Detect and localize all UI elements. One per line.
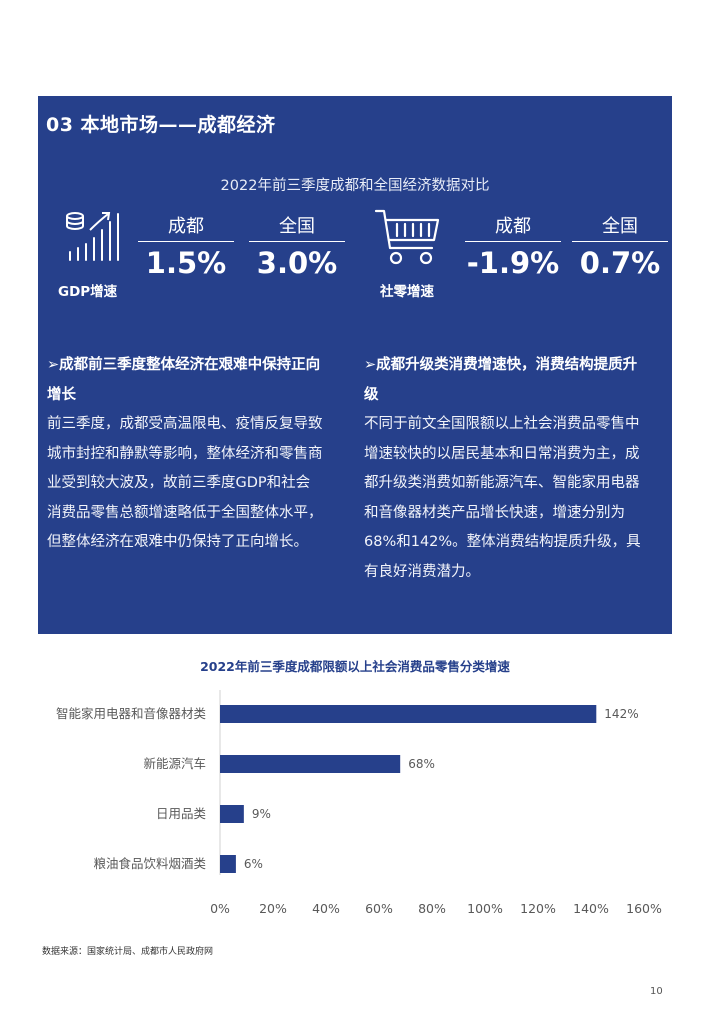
x-tick-label: 80% bbox=[418, 901, 446, 916]
left-body-line: 业受到较大波及，故前三季度GDP和社会 bbox=[47, 475, 311, 491]
left-body-line: 消费品零售总额增速略低于全国整体水平， bbox=[47, 504, 323, 521]
category-label: 智能家用电器和音像器材类 bbox=[56, 706, 207, 721]
x-tick-label: 20% bbox=[259, 901, 287, 916]
retail-nation-head: 全国 bbox=[572, 212, 668, 242]
x-tick-label: 120% bbox=[520, 901, 556, 916]
x-tick-label: 60% bbox=[365, 901, 393, 916]
data-label: 6% bbox=[244, 857, 263, 871]
x-tick-label: 0% bbox=[210, 901, 230, 916]
right-heading-line1: ➢成都升级类消费增速快，消费结构提质升 bbox=[364, 357, 638, 373]
right-heading-line2: 级 bbox=[364, 386, 379, 403]
bar bbox=[220, 705, 597, 723]
gdp-city-head: 成都 bbox=[138, 212, 234, 242]
page-number: 10 bbox=[650, 986, 663, 997]
bar bbox=[220, 755, 401, 773]
right-column: ➢成都升级类消费增速快，消费结构提质升 级 不同于前文全国限额以上社会消费品零售… bbox=[364, 351, 668, 587]
right-body-line: 增速较快的以居民基本和日常消费为主，成 bbox=[364, 445, 640, 462]
x-tick-label: 100% bbox=[467, 901, 503, 916]
category-label: 日用品类 bbox=[156, 806, 207, 821]
bar bbox=[220, 855, 236, 873]
right-body-line: 和音像器材类产品增长快速，增速分别为 bbox=[364, 504, 625, 521]
retail-nation-value: 0.7% bbox=[579, 246, 661, 280]
gdp-growth-icon bbox=[66, 212, 119, 261]
bar bbox=[220, 805, 244, 823]
right-body-line: 68%和142%。整体消费结构提质升级，具 bbox=[364, 534, 641, 550]
section-title: 03 本地市场——成都经济 bbox=[46, 114, 276, 136]
x-tick-label: 160% bbox=[626, 901, 662, 916]
category-label: 新能源汽车 bbox=[143, 756, 206, 771]
category-label: 粮油食品饮料烟酒类 bbox=[93, 856, 206, 871]
right-body-line: 都升级类消费如新能源汽车、智能家用电器 bbox=[364, 475, 640, 491]
x-tick-label: 140% bbox=[573, 901, 609, 916]
shopping-cart-icon bbox=[374, 209, 440, 265]
left-column: ➢成都前三季度整体经济在艰难中保持正向 增长 前三季度，成都受高温限电、疫情反复… bbox=[47, 351, 355, 558]
right-body-line: 不同于前文全国限额以上社会消费品零售中 bbox=[364, 416, 640, 432]
chart-title: 2022年前三季度成都限额以上社会消费品零售分类增速 bbox=[200, 659, 510, 674]
comparison-subtitle: 2022年前三季度成都和全国经济数据对比 bbox=[220, 178, 490, 194]
economy-panel: 03 本地市场——成都经济 2022年前三季度成都和全国经济数据对比 GDP增速… bbox=[38, 96, 672, 634]
left-body-line: 城市封控和静默等影响，整体经济和零售商 bbox=[47, 445, 323, 462]
data-label: 68% bbox=[408, 757, 435, 771]
data-label: 142% bbox=[604, 707, 638, 721]
gdp-nation-head: 全国 bbox=[249, 212, 345, 242]
left-body-line: 前三季度，成都受高温限电、疫情反复导致 bbox=[47, 416, 323, 432]
left-heading-line1: ➢成都前三季度整体经济在艰难中保持正向 bbox=[47, 357, 321, 373]
retail-label: 社零增速 bbox=[380, 284, 434, 300]
gdp-city-value: 1.5% bbox=[145, 246, 227, 280]
right-body-line: 有良好消费潜力。 bbox=[364, 563, 480, 580]
retail-city-value: -1.9% bbox=[466, 246, 560, 280]
retail-city-head: 成都 bbox=[465, 212, 561, 242]
gdp-label: GDP增速 bbox=[58, 284, 118, 300]
category-growth-bar-chart: 智能家用电器和音像器材类 142% 新能源汽车 68% 日用品类 9% 粮油食品饮料烟酒类 6… bbox=[56, 690, 662, 916]
left-heading-line2: 增长 bbox=[47, 386, 76, 403]
gdp-nation-value: 3.0% bbox=[256, 246, 338, 280]
data-label: 9% bbox=[252, 807, 271, 821]
data-source-note: 数据来源：国家统计局、成都市人民政府网 bbox=[42, 947, 214, 957]
left-body-line: 但整体经济在艰难中仍保持了正向增长。 bbox=[47, 534, 308, 550]
x-tick-label: 40% bbox=[312, 901, 340, 916]
